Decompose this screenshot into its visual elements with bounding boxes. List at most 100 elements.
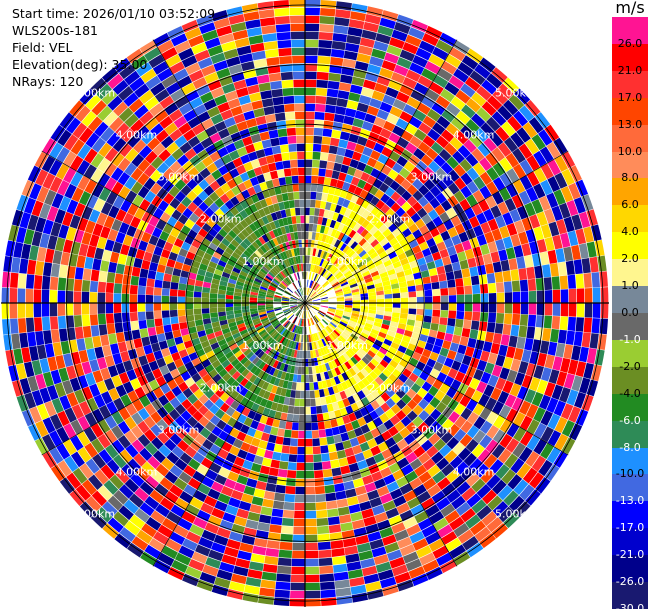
velocity-gate bbox=[162, 303, 170, 310]
velocity-gate bbox=[301, 288, 303, 295]
velocity-gate bbox=[194, 309, 202, 315]
velocity-gate bbox=[301, 383, 305, 391]
velocity-gate bbox=[275, 292, 282, 296]
velocity-gate bbox=[114, 293, 122, 303]
velocity-gate bbox=[202, 292, 210, 298]
velocity-gate bbox=[42, 290, 50, 303]
velocity-gate bbox=[82, 280, 90, 292]
velocity-gate bbox=[290, 583, 305, 591]
velocity-gate bbox=[295, 391, 300, 399]
velocity-gate bbox=[315, 96, 326, 104]
velocity-gate bbox=[463, 320, 471, 329]
velocity-gate bbox=[335, 155, 344, 164]
velocity-gate bbox=[582, 258, 591, 273]
velocity-gate bbox=[328, 516, 340, 525]
velocity-gate bbox=[259, 82, 271, 91]
velocity-gate bbox=[123, 322, 132, 332]
velocity-gate bbox=[295, 112, 305, 120]
velocity-gate bbox=[333, 33, 347, 42]
velocity-gate bbox=[2, 319, 11, 335]
velocity-gate bbox=[334, 572, 349, 581]
velocity-gate bbox=[504, 281, 512, 292]
colorbar-label: 4.0 bbox=[612, 226, 648, 238]
velocity-gate bbox=[465, 294, 473, 303]
instrument-name: WLS200s-181 bbox=[12, 22, 215, 39]
velocity-gate bbox=[457, 295, 465, 303]
velocity-gate bbox=[273, 97, 284, 106]
velocity-gate bbox=[10, 288, 18, 303]
velocity-gate bbox=[262, 98, 274, 107]
colorbar-label: 10.0 bbox=[612, 146, 648, 158]
velocity-gate bbox=[305, 160, 312, 168]
velocity-gate bbox=[90, 314, 98, 325]
velocity-gate bbox=[336, 587, 352, 596]
velocity-gate bbox=[335, 491, 346, 500]
velocity-gate bbox=[255, 116, 266, 125]
velocity-gate bbox=[441, 295, 449, 302]
velocity-gate bbox=[325, 169, 333, 177]
range-ring-label: 4.00km bbox=[116, 466, 158, 479]
velocity-gate bbox=[74, 279, 82, 291]
velocity-gate bbox=[339, 458, 349, 467]
velocity-gate bbox=[171, 275, 179, 283]
velocity-gate bbox=[464, 311, 472, 320]
velocity-gate bbox=[292, 176, 299, 184]
velocity-gate bbox=[316, 192, 322, 200]
velocity-gate bbox=[424, 283, 432, 290]
velocity-gate bbox=[313, 299, 320, 301]
velocity-gate bbox=[285, 112, 295, 120]
velocity-gate bbox=[550, 263, 559, 277]
velocity-gate bbox=[540, 341, 550, 355]
velocity-gate bbox=[282, 80, 294, 88]
velocity-gate bbox=[178, 309, 186, 316]
velocity-gate bbox=[338, 90, 350, 99]
velocity-gate bbox=[305, 184, 311, 192]
velocity-gate bbox=[50, 316, 58, 329]
velocity-gate bbox=[106, 303, 114, 313]
velocity-gate bbox=[264, 556, 278, 565]
velocity-gate bbox=[306, 311, 308, 318]
velocity-gate bbox=[597, 256, 606, 272]
velocity-gate bbox=[130, 312, 138, 321]
velocity-gate bbox=[162, 288, 170, 296]
velocity-gate bbox=[329, 452, 338, 461]
velocity-gate bbox=[305, 144, 313, 152]
velocity-gate bbox=[272, 146, 281, 155]
velocity-gate bbox=[568, 317, 576, 331]
velocity-gate bbox=[314, 390, 320, 398]
colorbar-label: 13.0 bbox=[612, 119, 648, 131]
velocity-gate bbox=[275, 582, 290, 590]
velocity-gate bbox=[264, 106, 275, 115]
velocity-gate bbox=[162, 310, 170, 318]
velocity-gate bbox=[311, 273, 314, 280]
velocity-gate bbox=[408, 308, 416, 314]
velocity-gate bbox=[293, 184, 299, 192]
velocity-gate bbox=[489, 303, 497, 313]
velocity-gate bbox=[273, 501, 284, 510]
velocity-gate bbox=[305, 80, 316, 88]
velocity-gate bbox=[136, 249, 146, 259]
velocity-gate bbox=[98, 292, 106, 303]
velocity-gate bbox=[408, 291, 416, 297]
velocity-gate bbox=[276, 574, 291, 582]
velocity-gate bbox=[277, 477, 287, 486]
velocity-gate bbox=[305, 399, 310, 407]
velocity-gate bbox=[278, 48, 291, 56]
velocity-gate bbox=[11, 334, 20, 350]
velocity-gate bbox=[45, 249, 55, 263]
velocity-gate bbox=[254, 489, 265, 499]
velocity-gate bbox=[269, 467, 279, 476]
velocity-gate bbox=[138, 303, 146, 312]
velocity-gate bbox=[91, 270, 100, 282]
velocity-gate bbox=[460, 260, 469, 270]
velocity-gate bbox=[469, 329, 478, 339]
velocity-gate bbox=[481, 293, 489, 302]
velocity-gate bbox=[283, 510, 294, 518]
velocity-gate bbox=[320, 0, 336, 9]
velocity-gate bbox=[319, 24, 334, 32]
velocity-gate bbox=[585, 303, 593, 318]
velocity-gate bbox=[300, 200, 305, 208]
velocity-gate bbox=[524, 255, 533, 268]
velocity-gate bbox=[264, 491, 275, 500]
velocity-gate bbox=[290, 300, 297, 302]
